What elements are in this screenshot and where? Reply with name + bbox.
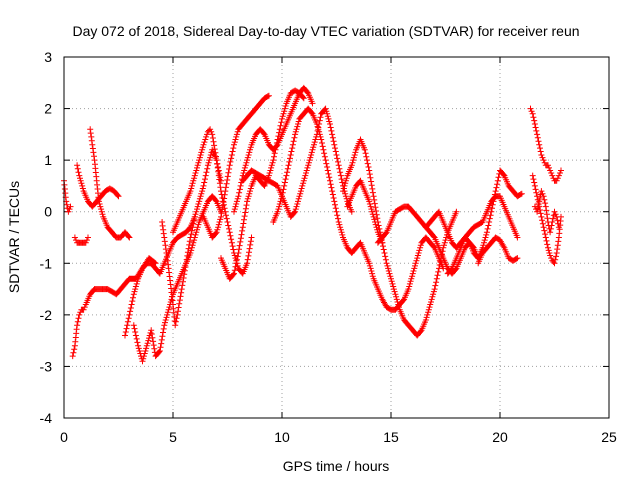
data-series-track <box>87 126 133 241</box>
y-tick-labels: -4 -3 -2 -1 0 1 2 3 <box>40 49 53 426</box>
chart-title: Day 072 of 2018, Sidereal Day-to-day VTE… <box>72 23 579 39</box>
data-series-track <box>239 105 355 220</box>
y-tick-label: 1 <box>44 152 52 168</box>
data-series-track <box>159 146 224 329</box>
y-tick-label: -4 <box>40 410 53 426</box>
x-tick-label: 15 <box>383 429 399 445</box>
data-series-track <box>130 193 224 365</box>
y-tick-label: -1 <box>40 255 53 271</box>
data-series-track <box>531 188 562 236</box>
y-axis-label: SDTVAR / TECUs <box>6 181 22 293</box>
y-tick-label: 3 <box>44 49 52 65</box>
data-series-track <box>529 172 564 267</box>
x-axis-label: GPS time / hours <box>283 458 390 474</box>
data-series-track <box>344 177 386 246</box>
y-tick-label: -2 <box>40 307 53 323</box>
data-series-track <box>61 177 74 215</box>
data-points <box>61 84 564 365</box>
x-tick-label: 25 <box>601 429 617 445</box>
x-tick-labels: 0 5 10 15 20 25 <box>60 429 617 445</box>
y-tick-label: -3 <box>40 358 53 374</box>
y-tick-label: 2 <box>44 101 52 117</box>
data-series-track <box>170 126 255 277</box>
y-tick-label: 0 <box>44 204 52 220</box>
data-series-track <box>444 193 521 277</box>
data-series-track <box>527 105 564 184</box>
axis-ticks <box>63 56 610 419</box>
data-series-track <box>231 84 316 215</box>
data-series-track <box>122 213 198 339</box>
data-series-track <box>200 92 272 241</box>
x-tick-label: 20 <box>492 429 508 445</box>
data-series-track <box>270 105 447 313</box>
data-series-track <box>71 234 91 246</box>
data-series-track <box>74 162 122 210</box>
grid-lines <box>64 57 609 418</box>
x-tick-label: 10 <box>274 429 290 445</box>
data-series-track <box>340 136 460 339</box>
data-series-track <box>475 234 521 267</box>
plot-frame <box>63 56 610 419</box>
x-tick-label: 0 <box>60 429 68 445</box>
x-tick-label: 5 <box>169 429 177 445</box>
